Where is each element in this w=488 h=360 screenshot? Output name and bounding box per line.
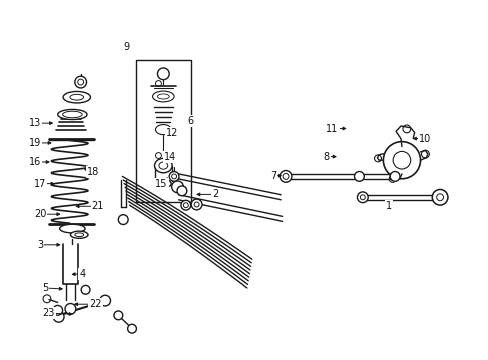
Text: 10: 10 <box>418 134 431 144</box>
Ellipse shape <box>154 158 172 173</box>
Ellipse shape <box>60 224 85 233</box>
Circle shape <box>389 171 399 181</box>
Text: 12: 12 <box>165 128 178 138</box>
Ellipse shape <box>155 179 171 188</box>
Circle shape <box>280 171 291 182</box>
Text: 13: 13 <box>29 118 41 128</box>
Text: 1: 1 <box>385 201 391 211</box>
Text: 23: 23 <box>42 308 55 318</box>
Circle shape <box>114 311 122 320</box>
Circle shape <box>127 324 136 333</box>
Circle shape <box>169 171 179 181</box>
Circle shape <box>100 295 110 306</box>
Circle shape <box>75 76 86 88</box>
Circle shape <box>431 189 447 205</box>
Circle shape <box>53 305 62 315</box>
Text: 8: 8 <box>323 152 329 162</box>
Text: 6: 6 <box>187 116 193 126</box>
Text: 22: 22 <box>89 299 102 309</box>
Text: 15: 15 <box>155 179 167 189</box>
Bar <box>136 60 190 202</box>
Text: 2: 2 <box>212 189 218 199</box>
Text: 17: 17 <box>34 179 46 189</box>
Circle shape <box>65 303 76 314</box>
Ellipse shape <box>63 91 90 103</box>
Circle shape <box>354 171 364 181</box>
Circle shape <box>171 181 183 193</box>
Text: 3: 3 <box>37 240 43 250</box>
Circle shape <box>191 199 202 210</box>
Circle shape <box>157 68 169 80</box>
Text: 9: 9 <box>123 42 129 52</box>
Ellipse shape <box>70 231 88 238</box>
Text: 18: 18 <box>86 167 99 177</box>
Ellipse shape <box>58 109 87 120</box>
Text: 4: 4 <box>79 269 85 279</box>
Circle shape <box>177 186 186 196</box>
Text: 21: 21 <box>91 201 104 211</box>
Text: 14: 14 <box>163 152 176 162</box>
Text: 19: 19 <box>29 138 41 148</box>
Text: 5: 5 <box>42 283 48 293</box>
Circle shape <box>357 192 367 203</box>
Text: 16: 16 <box>29 157 41 167</box>
Text: 11: 11 <box>325 123 338 134</box>
Circle shape <box>118 215 128 225</box>
Text: 20: 20 <box>34 209 46 219</box>
Circle shape <box>53 311 64 322</box>
Circle shape <box>81 285 90 294</box>
Circle shape <box>181 200 190 210</box>
Text: 7: 7 <box>269 171 275 181</box>
